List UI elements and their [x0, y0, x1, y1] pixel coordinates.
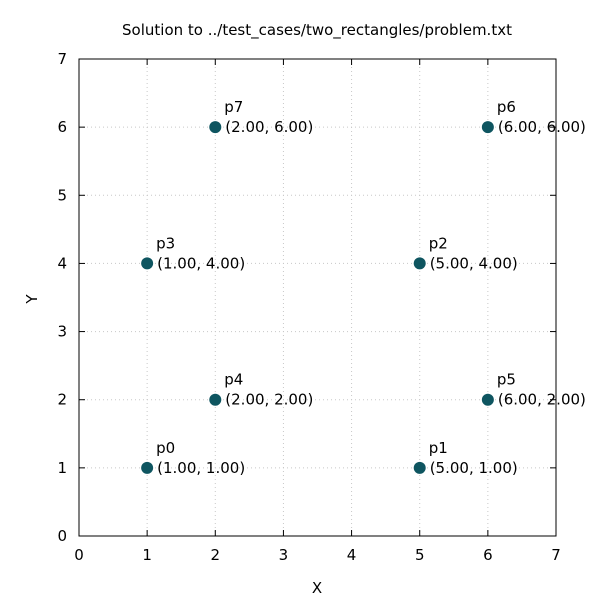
data-point-p0: [141, 461, 154, 474]
point-group-p0: p0 (1.00, 1.00): [141, 439, 245, 477]
point-coord-label: (2.00, 6.00): [225, 118, 313, 136]
point-coord-label: (2.00, 2.00): [225, 391, 313, 409]
point-name-label: p0: [156, 439, 175, 457]
point-name-label: p3: [156, 234, 175, 252]
chart-title: Solution to ../test_cases/two_rectangles…: [122, 21, 512, 40]
axis-ticks: 0 1 2 3 4 5 6 7 0 1 2 3 4 5 6 7: [57, 50, 560, 564]
point-group-p4: p4 (2.00, 2.00): [209, 371, 313, 409]
data-point-p7: [209, 121, 222, 134]
x-tick-label: 7: [551, 546, 561, 564]
y-tick-label: 1: [57, 459, 67, 477]
point-coord-label: (1.00, 4.00): [157, 254, 245, 272]
point-group-p5: p5 (6.00, 2.00): [481, 371, 586, 409]
point-coord-label: (5.00, 1.00): [430, 459, 518, 477]
point-coord-label: (6.00, 6.00): [498, 118, 586, 136]
point-coord-label: (1.00, 1.00): [157, 459, 245, 477]
data-point-p2: [413, 257, 426, 270]
data-point-p3: [141, 257, 154, 270]
y-tick-label: 6: [57, 118, 67, 136]
x-tick-label: 0: [74, 546, 84, 564]
point-group-p3: p3 (1.00, 4.00): [141, 234, 245, 272]
y-tick-label: 7: [57, 50, 67, 68]
point-name-label: p2: [429, 234, 448, 252]
y-tick-label: 0: [57, 527, 67, 545]
point-name-label: p6: [497, 98, 516, 116]
point-name-label: p4: [224, 371, 243, 389]
y-tick-label: 4: [57, 254, 67, 272]
point-name-label: p1: [429, 439, 448, 457]
x-tick-label: 4: [347, 546, 357, 564]
x-tick-label: 6: [483, 546, 493, 564]
point-name-label: p5: [497, 371, 516, 389]
data-point-p6: [481, 121, 494, 134]
point-group-p2: p2 (5.00, 4.00): [413, 234, 518, 272]
data-points: p0 (1.00, 1.00) p1 (5.00, 1.00) p2 (5.00, 4.0…: [141, 98, 586, 477]
plot-border: [78, 58, 557, 537]
data-point-p5: [481, 393, 494, 406]
x-axis-label: X: [312, 579, 322, 597]
point-group-p7: p7 (2.00, 6.00): [209, 98, 313, 136]
x-tick-label: 5: [415, 546, 425, 564]
y-tick-label: 2: [57, 391, 67, 409]
y-axis-label: Y: [23, 294, 41, 305]
data-point-p1: [413, 461, 426, 474]
plot-frame: [78, 58, 557, 537]
point-group-p1: p1 (5.00, 1.00): [413, 439, 518, 477]
point-coord-label: (6.00, 2.00): [498, 391, 586, 409]
y-tick-label: 5: [57, 186, 67, 204]
data-point-p4: [209, 393, 222, 406]
x-tick-label: 2: [211, 546, 221, 564]
point-group-p6: p6 (6.00, 6.00): [481, 98, 586, 136]
y-tick-label: 3: [57, 323, 67, 341]
x-tick-label: 3: [279, 546, 289, 564]
point-name-label: p7: [224, 98, 243, 116]
point-coord-label: (5.00, 4.00): [430, 254, 518, 272]
x-tick-label: 1: [142, 546, 152, 564]
